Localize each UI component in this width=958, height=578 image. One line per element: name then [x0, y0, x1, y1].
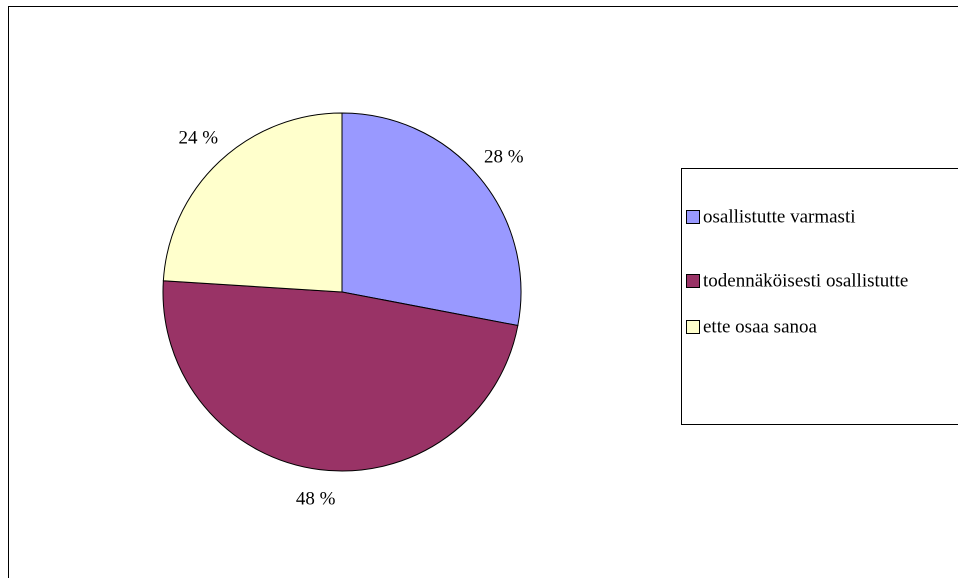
legend-label: ette osaa sanoa	[703, 316, 818, 337]
pie-slice	[162, 280, 519, 472]
legend-label: todennäköisesti osallistutte	[703, 270, 908, 291]
data-label: 28 %	[484, 147, 524, 168]
legend-box	[681, 168, 958, 425]
pie-slice	[341, 112, 522, 327]
legend-swatch	[686, 210, 700, 224]
data-label: 24 %	[178, 127, 218, 148]
legend-label: osallistutte varmasti	[703, 206, 856, 227]
data-label: 48 %	[296, 489, 336, 510]
legend-swatch	[686, 320, 700, 334]
pie-slice	[162, 112, 343, 293]
legend-swatch	[686, 274, 700, 288]
